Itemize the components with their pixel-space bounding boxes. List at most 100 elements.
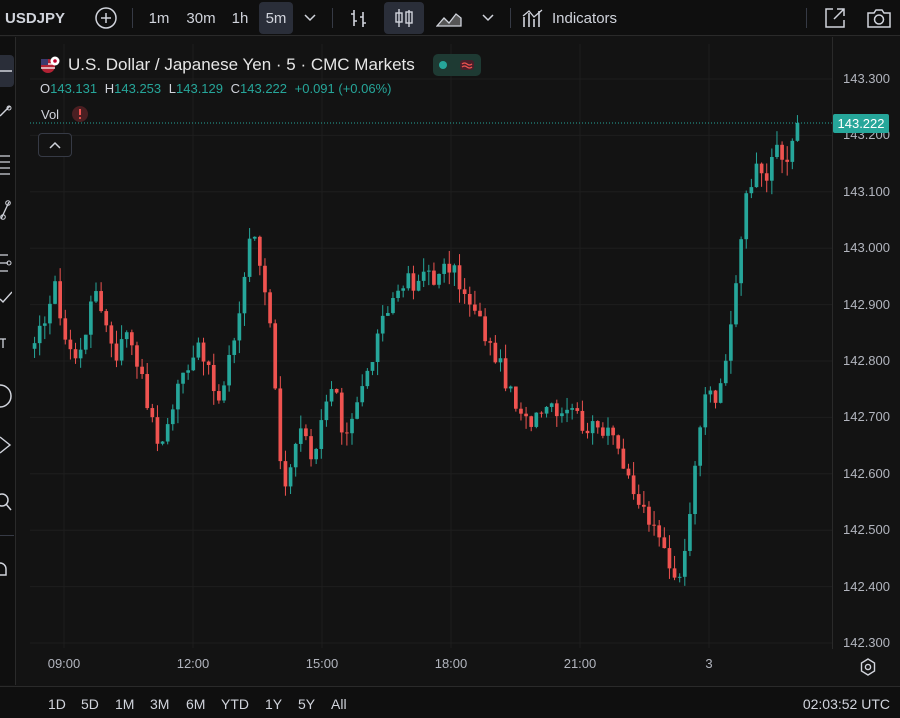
fib-tool-button[interactable]	[0, 153, 14, 175]
lock-drawings-button[interactable]	[0, 553, 14, 577]
candle-body	[488, 341, 493, 343]
interval-dropdown-button[interactable]	[298, 0, 322, 36]
candle-body	[380, 315, 385, 334]
trend-line-tool-button[interactable]	[0, 103, 14, 119]
candle-body	[176, 383, 180, 410]
range-1d-button[interactable]: 1D	[48, 696, 66, 712]
pattern-tool-button[interactable]	[0, 199, 14, 221]
candle-body	[672, 568, 677, 578]
candle-body	[519, 408, 523, 414]
indicators-label: Indicators	[552, 9, 618, 27]
divider	[806, 8, 807, 28]
candle-body	[186, 370, 191, 373]
candle-body	[406, 273, 411, 289]
collapse-legend-button[interactable]	[38, 133, 72, 157]
indicators-button[interactable]: Indicators	[522, 0, 634, 36]
candle-body	[319, 420, 324, 449]
emoji-tool-button[interactable]	[0, 383, 14, 409]
magnifier-icon	[0, 493, 12, 511]
candle-body	[652, 524, 656, 526]
candle-body	[68, 339, 73, 350]
smiley-icon	[0, 384, 12, 408]
area-chart-type-button[interactable]	[432, 0, 466, 36]
candle-body	[119, 339, 124, 361]
candle-body	[769, 157, 774, 181]
candle-body	[73, 349, 78, 359]
drawing-tools-sidebar	[0, 37, 16, 685]
candle-body	[181, 372, 185, 384]
market-status-badge[interactable]	[432, 54, 481, 76]
cursor-tool-button[interactable]	[0, 55, 14, 87]
time-tick-label: 3	[705, 656, 713, 671]
status-dot-icon	[439, 61, 448, 69]
bar-chart-type-button[interactable]	[344, 0, 374, 36]
brush-tool-button[interactable]	[0, 289, 14, 305]
candle-body	[795, 122, 800, 141]
range-5y-button[interactable]: 5Y	[298, 696, 316, 712]
candle-body	[744, 193, 749, 240]
symbol-title: U.S. Dollar / Japanese Yen · 5 · CMC Mar…	[68, 55, 415, 74]
text-icon	[0, 338, 6, 348]
candle-body	[350, 418, 354, 434]
axis-settings-button[interactable]	[858, 657, 878, 677]
candle-body	[457, 265, 462, 290]
volume-legend[interactable]: Vol	[41, 105, 89, 123]
screenshot-button[interactable]	[862, 0, 896, 36]
candle-body	[688, 514, 692, 551]
text-tool-button[interactable]	[0, 337, 14, 349]
price-axis[interactable]	[832, 37, 900, 649]
range-all-button[interactable]: All	[331, 696, 347, 712]
compare-add-symbol-button[interactable]	[92, 0, 120, 36]
gear-icon	[860, 658, 876, 676]
range-1m-button[interactable]: 1M	[115, 696, 135, 712]
utc-clock[interactable]: 02:03:52 UTC	[802, 696, 890, 712]
candle-body	[401, 288, 406, 291]
candle-body	[211, 364, 216, 392]
prediction-icon	[0, 254, 12, 272]
candles-chart-type-button[interactable]	[384, 2, 424, 34]
low-value: 143.129	[176, 81, 223, 96]
candle-body	[298, 428, 303, 444]
plus-circle-icon	[95, 7, 117, 29]
candle-body	[759, 163, 764, 174]
interval-5m-button[interactable]: 5m	[259, 2, 293, 34]
divider	[132, 8, 133, 28]
candle-body	[334, 388, 339, 393]
range-3m-button[interactable]: 3M	[150, 696, 170, 712]
prediction-tool-button[interactable]	[0, 251, 14, 273]
zoom-tool-button[interactable]	[0, 491, 14, 513]
candle-body	[749, 187, 754, 194]
candle-body	[549, 403, 554, 407]
candle-body	[89, 301, 93, 335]
interval-1h-button[interactable]: 1h	[231, 9, 249, 27]
candle-body	[693, 465, 697, 515]
symbol-search-button[interactable]: USDJPY	[4, 9, 66, 27]
candle-body	[416, 280, 421, 291]
candle-body	[83, 334, 88, 350]
candle-body	[601, 427, 605, 436]
range-1y-button[interactable]: 1Y	[265, 696, 283, 712]
candle-body	[222, 385, 226, 401]
candle-body	[114, 343, 119, 361]
symbol-legend[interactable]: U.S. Dollar / Japanese Yen · 5 · CMC Mar…	[40, 54, 481, 76]
range-6m-button[interactable]: 6M	[186, 696, 206, 712]
range-ytd-button[interactable]: YTD	[221, 696, 249, 712]
candle-body	[539, 412, 544, 414]
interval-1m-button[interactable]: 1m	[148, 9, 170, 27]
candle-body	[647, 506, 651, 525]
divider	[0, 535, 14, 536]
interval-30m-button[interactable]: 30m	[186, 9, 216, 27]
candle-body	[104, 311, 109, 326]
measure-tool-button[interactable]	[0, 435, 14, 455]
candle-body	[32, 343, 37, 349]
fullscreen-button[interactable]	[820, 0, 850, 36]
candle-body	[641, 504, 646, 507]
warning-icon[interactable]	[71, 105, 89, 123]
area-chart-icon	[436, 13, 462, 27]
candle-body	[293, 443, 298, 468]
chart-type-dropdown-button[interactable]	[476, 0, 500, 36]
range-5d-button[interactable]: 5D	[81, 696, 99, 712]
candle-body	[135, 345, 139, 367]
candle-body	[345, 432, 349, 434]
